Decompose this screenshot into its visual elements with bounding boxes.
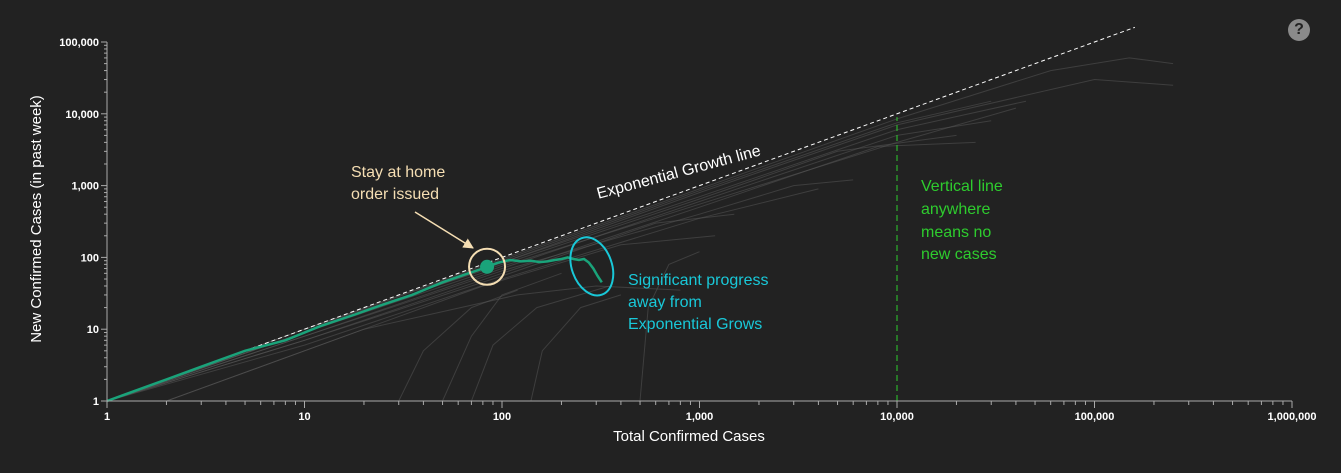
- y-tick-label: 10: [87, 324, 99, 336]
- x-tick-label: 100,000: [1075, 411, 1115, 423]
- y-ticks: 1 10 100 1,000 10,000 100,000: [59, 37, 107, 408]
- background-series-line: [639, 251, 700, 402]
- x-tick-label: 100: [493, 411, 511, 423]
- background-series-line: [106, 78, 1174, 402]
- y-tick-label: 100,000: [59, 37, 99, 49]
- vertical-line-label-line: anywhere: [921, 201, 990, 218]
- stay-home-label: Stay at home order issued: [351, 164, 450, 203]
- background-series-group: [106, 57, 1174, 402]
- x-axis-title: Total Confirmed Cases: [613, 428, 765, 445]
- x-tick-label: 10: [298, 411, 310, 423]
- x-tick-label: 1,000,000: [1268, 411, 1317, 423]
- stay-home-arrow: [414, 211, 474, 249]
- x-tick-label: 1,000: [686, 411, 714, 423]
- question-circle-icon[interactable]: ?: [1288, 19, 1310, 41]
- stay-home-label-line: order issued: [351, 186, 439, 203]
- background-series-line: [530, 294, 622, 402]
- x-tick-label: 1: [104, 411, 110, 423]
- highlighted-current-point: [480, 259, 495, 274]
- background-series-line: [106, 188, 819, 402]
- exponential-growth-label: Exponential Growth line: [595, 143, 763, 203]
- y-tick-label: 1,000: [71, 181, 99, 193]
- vertical-line-label-line: means no: [921, 224, 991, 241]
- y-tick-label: 100: [81, 252, 99, 264]
- progress-label-line: Significant progress: [628, 272, 769, 289]
- x-ticks: 1 10 100 1,000 10,000 100,000 1,000,000: [104, 401, 1317, 423]
- background-series-line: [106, 134, 957, 402]
- background-series-line: [106, 141, 976, 402]
- vertical-line-label: Vertical line anywhere means no new case…: [921, 178, 1007, 263]
- progress-label-line: Exponential Grows: [628, 316, 762, 333]
- background-series-line: [398, 289, 518, 402]
- vertical-line-label-line: Vertical line: [921, 178, 1003, 195]
- stay-home-marker-circle: [468, 247, 507, 286]
- background-series-line: [106, 107, 1017, 402]
- y-tick-label: 10,000: [65, 109, 99, 121]
- x-tick-label: 10,000: [880, 411, 914, 423]
- background-series-line: [166, 285, 681, 402]
- progress-label: Significant progress away from Exponenti…: [628, 272, 773, 333]
- background-series-line: [470, 285, 610, 402]
- highlighted-series-line: [106, 256, 603, 403]
- y-axis-title: New Confirmed Cases (in past week): [28, 95, 45, 343]
- background-series-line: [106, 179, 854, 402]
- progress-ellipse: [569, 236, 615, 297]
- y-tick-label: 1: [93, 396, 99, 408]
- exponential-growth-line: [106, 26, 1135, 402]
- background-series-line: [442, 272, 562, 402]
- progress-label-line: away from: [628, 294, 702, 311]
- axes: 1 10 100 1,000 10,000 100,000 1 10 100 1,000 10,0…: [59, 37, 1316, 423]
- stay-home-label-line: Stay at home: [351, 164, 445, 181]
- vertical-line-label-line: new cases: [921, 246, 997, 263]
